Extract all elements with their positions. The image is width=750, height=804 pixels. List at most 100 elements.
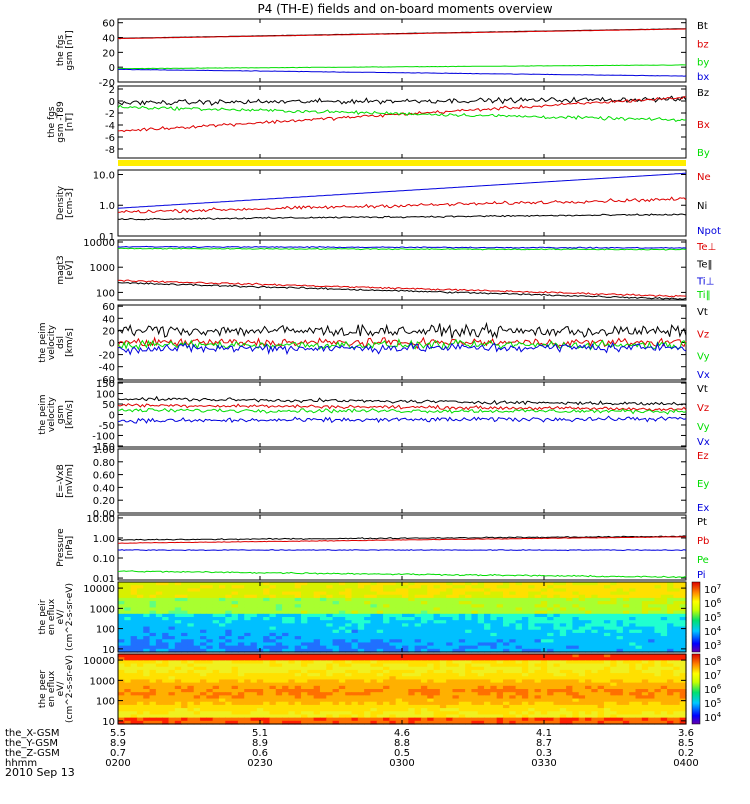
heatmap-cell: [641, 604, 649, 609]
heatmap-cell: [326, 588, 334, 593]
heatmap-cell: [414, 626, 422, 631]
heatmap-cell: [376, 714, 384, 719]
heatmap-cell: [307, 620, 315, 624]
heatmap-cell: [124, 597, 132, 602]
heatmap-cell: [326, 607, 334, 612]
heatmap-cell: [383, 689, 390, 693]
heatmap-cell: [477, 620, 485, 624]
heatmap-cell: [420, 701, 428, 706]
y-axis-label: gsm: [56, 405, 66, 424]
heatmap-cell: [130, 682, 138, 687]
heatmap-cell: [433, 601, 441, 605]
heatmap-cell: [332, 607, 340, 612]
heatmap-cell: [414, 714, 422, 719]
heatmap-cell: [313, 654, 321, 658]
heatmap-cell: [389, 708, 397, 712]
heatmap-cell: [181, 610, 189, 615]
heatmap-cell: [338, 660, 346, 665]
heatmap-cell: [364, 601, 372, 605]
heatmap-cell: [402, 673, 409, 677]
heatmap-cell: [136, 636, 144, 640]
heatmap-cell: [301, 654, 308, 658]
heatmap-cell: [458, 610, 466, 615]
heatmap-cell: [357, 591, 365, 596]
series-Vy-line: [117, 407, 687, 415]
y-tick-label: -20: [99, 78, 115, 89]
heatmap-cell: [218, 613, 226, 618]
heatmap-cell: [376, 588, 384, 593]
heatmap-cell: [553, 648, 561, 653]
heatmap-cell: [622, 607, 630, 612]
y-axis-label: (cm^2-s-sr-eV): [65, 655, 75, 723]
heatmap-cell: [124, 701, 132, 706]
heatmap-cell: [345, 620, 353, 624]
heatmap-cell: [225, 617, 233, 621]
heatmap-cell: [629, 636, 637, 640]
heatmap-cell: [572, 591, 580, 596]
heatmap-cell: [402, 698, 409, 703]
heatmap-cell: [118, 679, 125, 684]
heatmap-cell: [509, 597, 517, 602]
heatmap-cell: [465, 610, 473, 615]
y-tick-label: 0.10: [93, 554, 115, 565]
heatmap-cell: [269, 597, 277, 602]
heatmap-cell: [212, 645, 220, 650]
heatmap-cell: [269, 660, 277, 665]
heatmap-cell: [307, 692, 315, 696]
heatmap-cell: [345, 679, 353, 684]
heatmap-cell: [578, 591, 586, 596]
heatmap-cell: [282, 648, 289, 653]
legend-Bz: Bz: [697, 88, 709, 99]
heatmap-cell: [566, 714, 573, 719]
heatmap-cell: [553, 711, 561, 716]
heatmap-cell: [420, 620, 428, 624]
heatmap-cell: [124, 689, 132, 693]
heatmap-cell: [370, 714, 378, 719]
heatmap-cell: [578, 617, 586, 621]
heatmap-cell: [168, 720, 176, 725]
heatmap-cell: [610, 666, 618, 671]
heatmap-cell: [559, 698, 567, 703]
heatmap-cell: [351, 679, 359, 684]
heatmap-cell: [383, 685, 390, 690]
heatmap-cell: [603, 676, 611, 681]
heatmap-cell: [351, 636, 359, 640]
heatmap-cell: [515, 666, 523, 671]
heatmap-cell: [509, 663, 517, 668]
heatmap-cell: [237, 679, 245, 684]
heatmap-cell: [187, 711, 195, 716]
heatmap-cell: [667, 689, 674, 693]
heatmap-cell: [427, 588, 435, 593]
heatmap-cell: [345, 666, 353, 671]
heatmap-cell: [477, 632, 485, 637]
heatmap-cell: [294, 669, 302, 674]
heatmap-cell: [168, 610, 176, 615]
heatmap-cell: [629, 582, 637, 586]
heatmap-cell: [566, 663, 573, 668]
heatmap-cell: [263, 645, 271, 650]
heatmap-cell: [263, 720, 271, 725]
heatmap-cell: [313, 708, 321, 712]
heatmap-cell: [433, 626, 441, 631]
heatmap-cell: [597, 623, 605, 628]
heatmap-cell: [484, 623, 491, 628]
heatmap-cell: [275, 594, 283, 599]
heatmap-cell: [294, 720, 302, 725]
heatmap-cell: [490, 585, 498, 589]
heatmap-cell: [585, 610, 592, 615]
heatmap-cell: [124, 629, 132, 634]
heatmap-cell: [332, 632, 340, 637]
heatmap-cell: [660, 639, 668, 644]
heatmap-cell: [351, 676, 359, 681]
heatmap-cell: [629, 613, 637, 618]
heatmap-cell: [124, 594, 132, 599]
heatmap-cell: [578, 645, 586, 650]
heatmap-cell: [395, 701, 403, 706]
heatmap-cell: [603, 701, 611, 706]
heatmap-cell: [307, 636, 315, 640]
heatmap-cell: [225, 632, 233, 637]
heatmap-cell: [218, 676, 226, 681]
heatmap-cell: [383, 698, 390, 703]
heatmap-cell: [307, 717, 315, 722]
heatmap-cell: [420, 717, 428, 722]
